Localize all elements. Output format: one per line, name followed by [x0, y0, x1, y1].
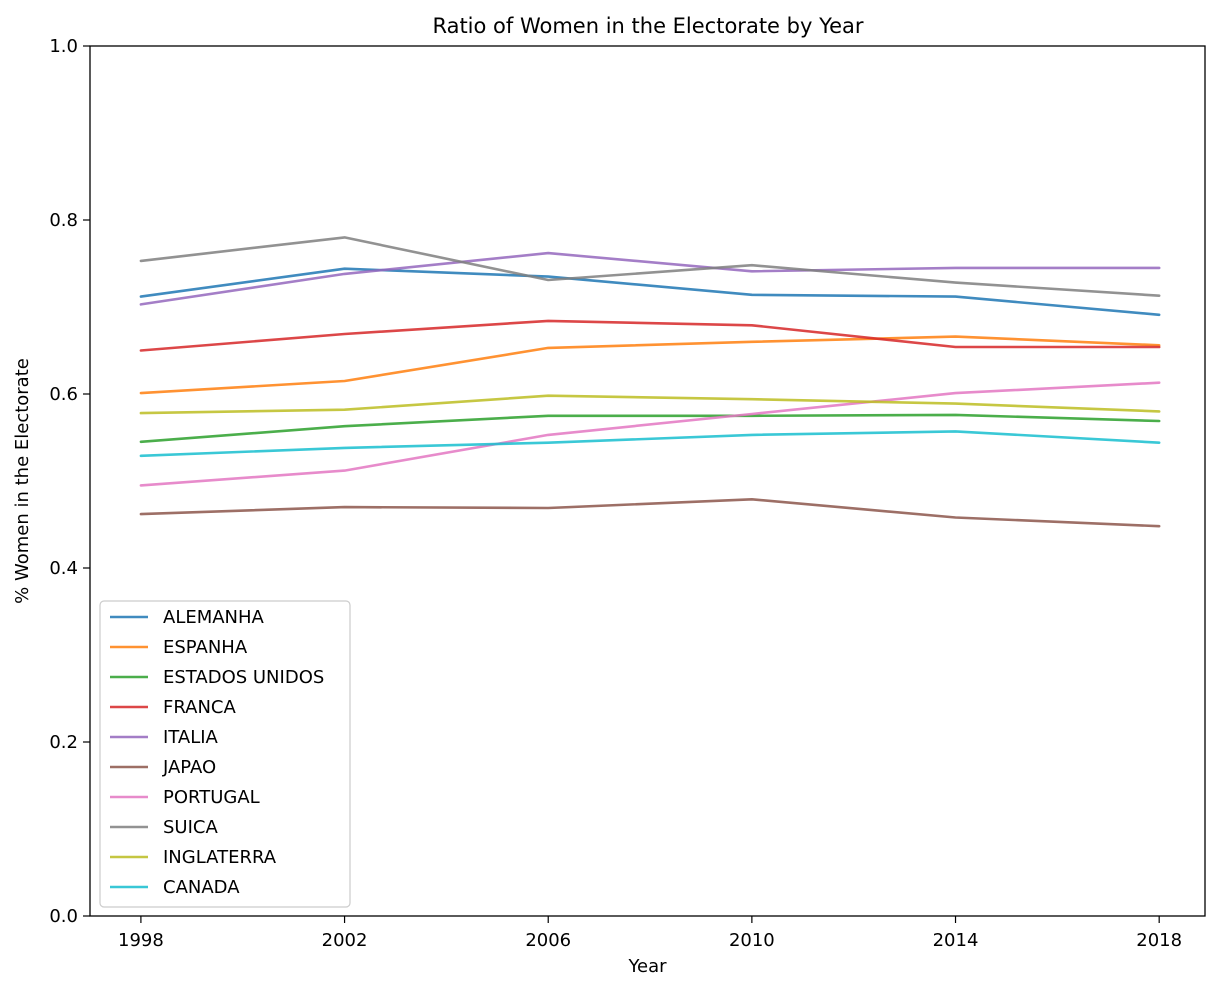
series-line-suica [139, 236, 1161, 298]
x-axis: 1998 2002 2006 2010 2014 2018 [118, 916, 1182, 951]
x-axis-label: Year [627, 956, 667, 977]
y-tick-label: 0.2 [49, 732, 78, 753]
legend-label: SUICA [163, 817, 218, 838]
legend: ALEMANHA ESPANHA ESTADOS UNIDOS FRANCA ITALI… [99, 600, 351, 908]
legend-box [99, 600, 351, 908]
chart-title: Ratio of Women in the Electorate by Year [432, 14, 863, 38]
legend-label: ALEMANHA [163, 607, 265, 628]
series-line-alemanha [139, 267, 1161, 317]
series-line-portugal [139, 381, 1161, 487]
x-tick-label: 2018 [1136, 930, 1182, 951]
y-axis-label: % Women in the Electorate [12, 358, 33, 604]
series-line-canada [139, 430, 1161, 458]
y-tick-label: 0.0 [49, 906, 78, 927]
legend-label: ESTADOS UNIDOS [163, 667, 324, 688]
legend-label: ITALIA [163, 727, 219, 748]
x-tick-label: 2010 [729, 930, 775, 951]
y-tick-label: 0.8 [49, 210, 78, 231]
y-tick-label: 1.0 [49, 36, 78, 57]
legend-label: CANADA [163, 877, 240, 898]
x-tick-label: 2006 [525, 930, 571, 951]
series-line-franca [139, 319, 1161, 352]
legend-label: FRANCA [163, 697, 236, 718]
series-line-espanha [139, 335, 1161, 395]
x-tick-label: 2002 [322, 930, 368, 951]
legend-label: PORTUGAL [163, 787, 260, 808]
series-line-inglaterra [139, 394, 1161, 415]
plot-lines [139, 236, 1161, 528]
series-line-japao [139, 497, 1161, 528]
legend-label: JAPAO [162, 757, 216, 778]
x-tick-label: 2014 [933, 930, 979, 951]
series-line-estados-unidos [139, 413, 1161, 444]
y-tick-label: 0.6 [49, 384, 78, 405]
legend-label: INGLATERRA [163, 847, 277, 868]
plot-frame [89, 45, 1206, 917]
x-tick-label: 1998 [118, 930, 164, 951]
y-tick-label: 0.4 [49, 558, 78, 579]
legend-label: ESPANHA [163, 637, 248, 658]
y-axis: 0.0 0.2 0.4 0.6 0.8 1.0 [49, 36, 90, 927]
series-line-italia [139, 251, 1161, 306]
